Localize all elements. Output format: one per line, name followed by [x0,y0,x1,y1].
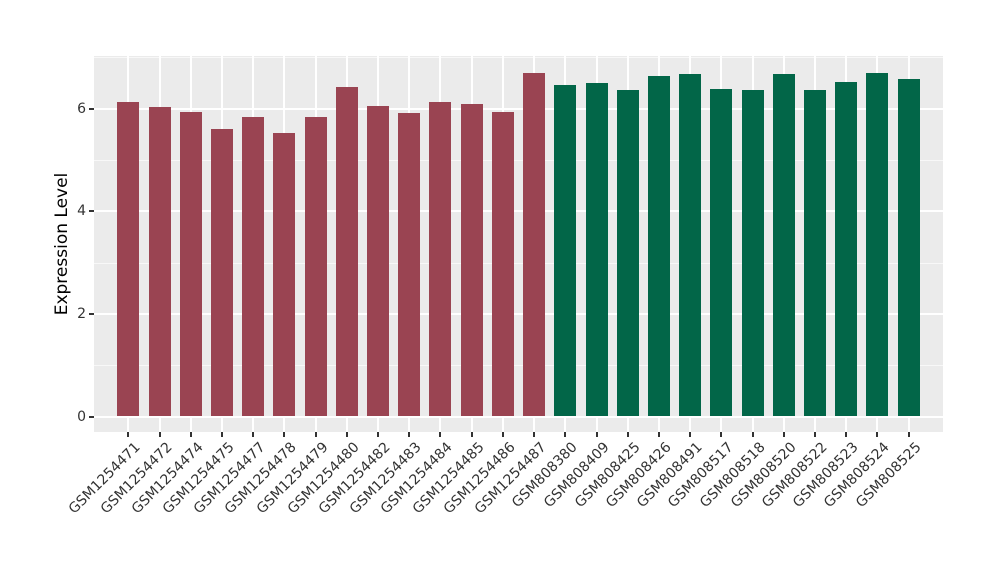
y-tick-label: 4 [77,203,86,220]
gridline-minor-y5 [94,160,943,161]
bar-GSM808425 [616,89,639,417]
x-tick-mark-GSM1254485 [470,432,473,437]
bar-GSM1254480 [335,86,358,417]
bar-GSM1254486 [491,112,514,417]
bar-GSM808426 [647,76,670,417]
x-tick-mark-GSM808380 [564,432,567,437]
bar-GSM1254484 [429,102,452,417]
bar-GSM808380 [554,84,577,417]
bar-GSM808409 [585,83,608,417]
x-tick-mark-GSM1254483 [408,432,411,437]
x-tick-mark-GSM808524 [876,432,879,437]
y-tick-mark-4 [89,210,94,213]
gridline-major-y4 [94,210,943,213]
bar-GSM808520 [772,73,795,417]
x-tick-mark-GSM808517 [720,432,723,437]
bar-GSM1254479 [304,117,327,417]
bar-GSM808523 [835,82,858,417]
bar-GSM1254487 [523,73,546,417]
gridline-minor-y1 [94,365,943,367]
bar-GSM1254472 [148,106,171,417]
x-tick-mark-GSM808522 [814,432,817,437]
bar-GSM1254482 [367,106,390,417]
bar-GSM1254475 [210,128,233,417]
x-tick-mark-GSM1254475 [220,432,223,437]
x-tick-mark-GSM1254478 [283,432,286,437]
bar-GSM808517 [710,88,733,417]
gridline-major-y0 [94,415,943,418]
x-tick-mark-GSM808523 [845,432,848,437]
plot-panel [94,56,943,432]
x-tick-mark-GSM808491 [689,432,692,437]
gridline-major-y2 [94,312,943,315]
bar-GSM808525 [897,78,920,417]
x-tick-mark-GSM1254479 [314,432,317,437]
x-tick-mark-GSM1254487 [533,432,536,437]
bar-GSM808524 [866,73,889,417]
bar-GSM1254471 [117,102,140,417]
gridline-minor-y7 [94,57,943,59]
gridline-major-y6 [94,107,943,110]
y-tick-mark-0 [89,415,94,418]
gridline-minor-y3 [94,262,943,264]
x-tick-mark-GSM1254474 [189,432,192,437]
y-tick-label: 6 [77,100,86,117]
x-tick-mark-GSM808426 [657,432,660,437]
y-tick-label: 0 [77,408,86,425]
x-tick-mark-GSM808425 [626,432,629,437]
bar-GSM1254485 [460,104,483,417]
y-tick-mark-2 [89,312,94,315]
x-tick-mark-GSM808520 [782,432,785,437]
x-tick-mark-GSM1254472 [158,432,161,437]
y-tick-mark-6 [89,107,94,110]
x-tick-mark-GSM808409 [595,432,598,437]
y-axis-title: Expression Level [52,172,72,316]
bar-GSM808491 [679,74,702,417]
x-tick-mark-GSM1254480 [345,432,348,437]
bar-GSM1254483 [398,113,421,417]
bar-GSM1254478 [273,133,296,417]
y-tick-label: 2 [77,305,86,322]
x-tick-mark-GSM1254471 [127,432,130,437]
x-tick-mark-GSM1254477 [252,432,255,437]
x-tick-mark-GSM808518 [751,432,754,437]
bar-GSM1254477 [242,117,265,417]
x-tick-mark-GSM1254486 [501,432,504,437]
x-tick-mark-GSM1254482 [377,432,380,437]
bar-GSM1254474 [179,111,202,417]
x-tick-mark-GSM808525 [907,432,910,437]
bar-GSM808522 [804,89,827,417]
x-tick-mark-GSM1254484 [439,432,442,437]
bar-GSM808518 [741,89,764,417]
